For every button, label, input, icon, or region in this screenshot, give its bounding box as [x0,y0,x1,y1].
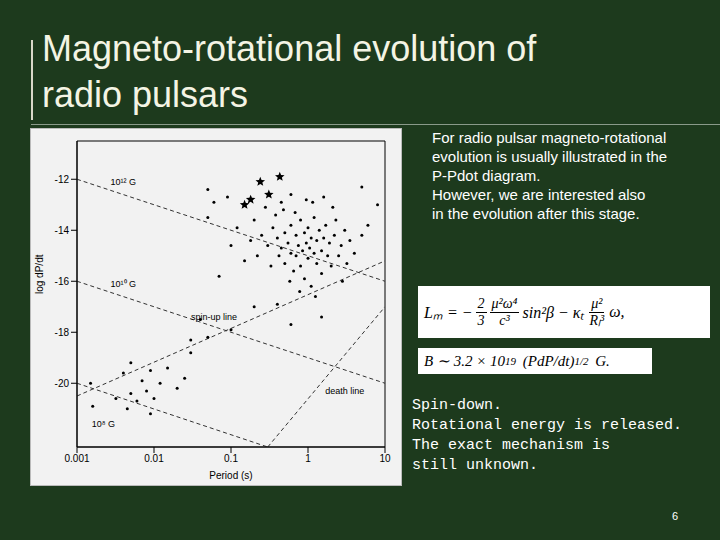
svg-text:-18: -18 [55,327,70,338]
svg-text:spin-up line: spin-up line [191,312,237,322]
html-text:P-Pdot diagram.: P-Pdot diagram. [432,167,541,184]
html-text:μ²: μ² [591,295,603,311]
html-text:c³: c³ [499,312,510,328]
svg-text:10⁸ G: 10⁸ G [92,419,115,429]
html-text:Lₘ = −: Lₘ = − [424,304,473,321]
svg-text:0.1: 0.1 [224,453,238,464]
svg-text:-20: -20 [55,378,70,389]
html-text:sin²β − κₜ: sin²β − κₜ [522,304,585,321]
html-text:2: 2 [477,295,485,311]
html-text:radio pulsars: radio pulsars [42,74,249,115]
svg-text:-14: -14 [55,225,70,236]
html-text:6: 6 [672,510,679,522]
svg-text:death line: death line [325,386,364,396]
html-text:However, we are interested als: However, we are interested also [432,186,646,203]
html-text:in the evolution after this st: in the evolution after this stage. [432,205,640,222]
html-text:μ²ω⁴: μ²ω⁴ [491,295,518,311]
html-text:For radio pulsar magneto-rotat: For radio pulsar magneto-rotational [432,129,667,146]
svg-text:1: 1 [305,453,311,464]
html-text:B ∼ 3.2 × 10: B ∼ 3.2 × 10 [424,353,505,369]
svg-text:Period (s): Period (s) [209,470,252,481]
html-text:Spin-down.: Spin-down. [412,397,502,414]
html-text:evolution is usually illustrat: evolution is usually illustrated in the [432,148,668,165]
html-text:Rotational energy is released.: Rotational energy is released. [412,417,682,434]
svg-text:-16: -16 [55,276,70,287]
svg-text:10¹⁰ G: 10¹⁰ G [111,279,137,289]
html-text:3: 3 [477,312,485,328]
html-text:still unknown.: still unknown. [412,457,538,474]
svg-text:-12: -12 [55,174,70,185]
html-text:19 (PdP/dt)1/2G.: 19 (PdP/dt)1/2G. [505,352,610,369]
svg-text:log dP/dt: log dP/dt [34,254,45,294]
svg-text:0.01: 0.01 [144,453,164,464]
svg-text:10¹² G: 10¹² G [111,177,137,187]
svg-text:0.001: 0.001 [64,453,89,464]
svg-text:10: 10 [379,453,391,464]
html-text:The exact mechanism is: The exact mechanism is [412,437,610,454]
html-text:Rₗ³ ω,: Rₗ³ ω, [589,303,625,328]
html-text:Magneto-rotational evolution o: Magneto-rotational evolution of [42,28,537,69]
